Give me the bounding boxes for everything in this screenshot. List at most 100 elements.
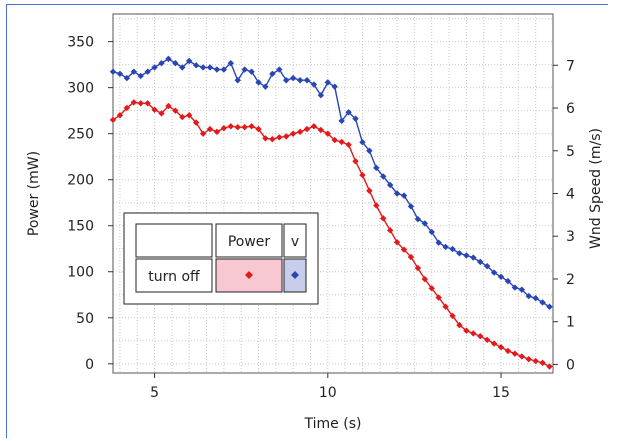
data-point (449, 312, 456, 320)
data-point (428, 228, 435, 236)
data-point (470, 254, 477, 261)
data-point (504, 277, 512, 285)
data-point (490, 269, 498, 276)
data-point (289, 74, 297, 82)
data-point (123, 74, 131, 82)
data-point (366, 187, 373, 194)
data-point (192, 62, 200, 69)
data-point (255, 125, 262, 133)
data-point (421, 275, 429, 283)
data-point (144, 68, 151, 75)
data-point (179, 113, 186, 121)
data-point (289, 130, 297, 137)
data-point (227, 59, 234, 67)
data-point (206, 125, 214, 133)
data-point (421, 220, 429, 227)
data-point (186, 57, 193, 65)
data-point (165, 55, 172, 63)
data-point (137, 72, 144, 80)
plot-border (112, 13, 554, 374)
y-axis-title: Power (mW) (26, 151, 42, 236)
y-axis-right: 0 1 2 3 4 5 6 7 (553, 58, 575, 373)
series-layer (109, 55, 553, 370)
data-point (380, 173, 387, 180)
data-point (393, 239, 401, 246)
data-point (220, 124, 228, 132)
data-point (546, 303, 553, 310)
data-point (373, 164, 380, 172)
legend: Power v turn off (123, 212, 319, 305)
y2-tick-label: 2 (566, 272, 575, 288)
data-point (393, 190, 401, 197)
data-point (165, 102, 172, 110)
data-point (241, 66, 248, 73)
data-point (172, 59, 179, 67)
data-point (255, 79, 262, 86)
y-tick-label: 50 (76, 311, 94, 327)
data-point (317, 126, 325, 134)
data-point (213, 66, 221, 73)
y-tick-label: 150 (67, 219, 94, 235)
data-point (206, 64, 214, 71)
data-point (359, 171, 366, 179)
chart-frame (6, 4, 608, 438)
data-point (456, 321, 463, 329)
data-point (213, 128, 221, 136)
data-point (192, 119, 200, 126)
data-point (151, 64, 158, 71)
y2-axis-title: Wnd Speed (m/s) (588, 128, 604, 249)
y-tick-label: 300 (67, 81, 94, 97)
grid (113, 14, 553, 373)
data-point (324, 79, 332, 86)
y2-tick-label: 6 (566, 101, 575, 117)
data-point (199, 64, 207, 71)
data-point (172, 107, 179, 114)
legend-v-label: v (291, 234, 299, 250)
data-point (373, 202, 380, 209)
data-point (310, 123, 318, 130)
data-point (123, 104, 131, 112)
legend-header-v-cell (283, 223, 307, 258)
y-tick-label: 250 (67, 127, 94, 143)
x-axis-title: Time (s) (304, 416, 362, 432)
data-point (546, 363, 553, 370)
data-point (442, 303, 449, 310)
data-point (345, 109, 352, 116)
data-point (470, 330, 477, 337)
data-point (130, 99, 137, 106)
data-point (407, 253, 415, 261)
data-point (511, 350, 519, 357)
data-point (186, 112, 193, 119)
data-point (241, 124, 248, 131)
data-point (276, 66, 283, 73)
data-point (303, 125, 311, 133)
series-line (112, 101, 550, 368)
legend-header-power-cell (215, 223, 283, 258)
data-point (449, 245, 456, 253)
y2-tick-label: 7 (566, 58, 575, 74)
data-point (359, 139, 366, 146)
data-point (248, 123, 255, 130)
y2-tick-label: 5 (566, 144, 575, 160)
data-point (331, 136, 338, 144)
data-point (352, 158, 359, 165)
legend-row-label-cell (135, 258, 213, 293)
data-point (317, 92, 325, 99)
data-point (137, 100, 144, 107)
data-point (248, 68, 255, 75)
data-point (456, 250, 463, 257)
y2-tick-label: 1 (566, 315, 575, 331)
data-point (463, 252, 470, 259)
data-point (158, 59, 165, 67)
data-point (338, 138, 345, 146)
data-point (407, 203, 415, 210)
data-point (539, 299, 546, 306)
data-point (199, 130, 207, 137)
data-point (352, 115, 359, 122)
data-point (477, 332, 484, 340)
data-point (380, 215, 387, 222)
y-tick-label: 100 (67, 265, 94, 281)
data-point (414, 264, 422, 272)
x-tick-label: 5 (150, 385, 159, 401)
